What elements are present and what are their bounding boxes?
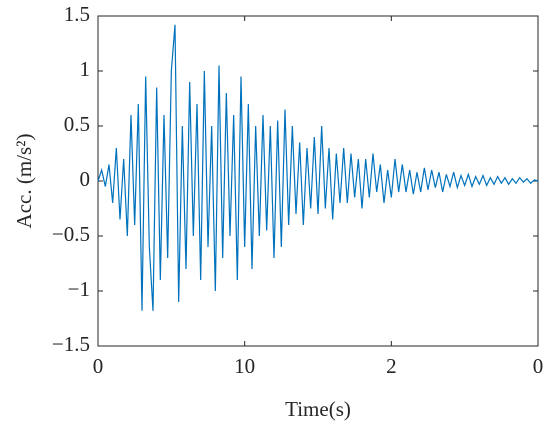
y-tick-label: 0.5 bbox=[64, 112, 90, 136]
data-line bbox=[97, 24, 539, 311]
x-axis-label: Time(s) bbox=[285, 397, 351, 421]
y-tick-label: −0.5 bbox=[52, 222, 90, 246]
y-tick-label: 1.5 bbox=[64, 2, 90, 26]
x-tick-label: 0 bbox=[533, 354, 544, 378]
y-axis-label: Acc. (m/s²) bbox=[12, 134, 36, 229]
y-tick-label: −1.5 bbox=[52, 332, 90, 356]
y-tick-label: 0 bbox=[80, 167, 91, 191]
x-tick-label: 2 bbox=[386, 354, 397, 378]
x-tick-label: 10 bbox=[234, 354, 255, 378]
axes-box bbox=[97, 15, 539, 347]
x-tick-label: 0 bbox=[93, 354, 104, 378]
y-tick-label: 1 bbox=[80, 57, 91, 81]
y-tick-label: −1 bbox=[68, 277, 90, 301]
